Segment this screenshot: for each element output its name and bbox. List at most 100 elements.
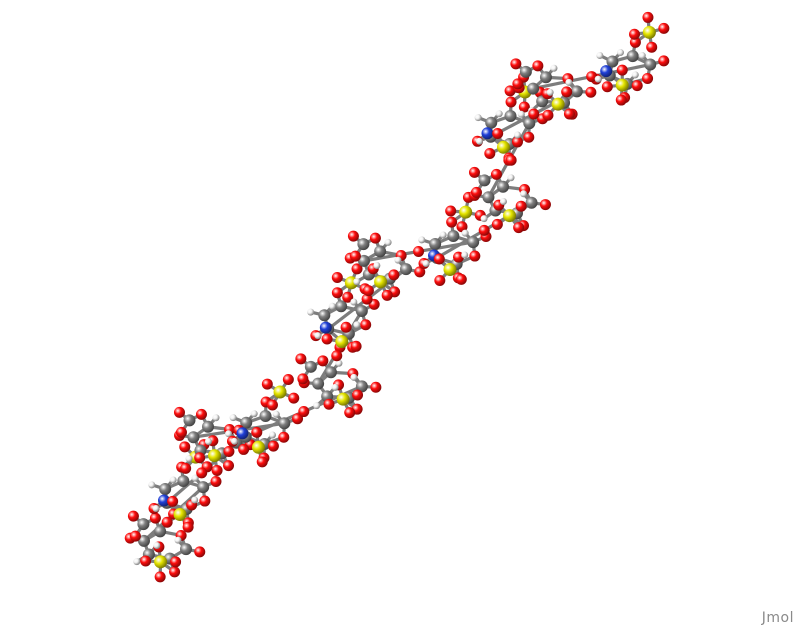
oxygen-atom [194,546,206,558]
bond [531,74,594,91]
hydrogen-atom [631,71,639,79]
oxygen-atom [490,168,502,180]
oxygen-atom [211,464,223,476]
hydrogen-atom [204,437,212,445]
hydrogen-atom [517,110,525,118]
carbon-atom [318,309,331,322]
oxygen-atom [350,340,362,352]
carbon-atom [525,196,538,209]
oxygen-atom [344,407,356,419]
oxygen-atom [127,510,139,522]
oxygen-atom [413,245,425,257]
oxygen-atom [491,218,503,230]
carbon-atom [355,380,368,393]
oxygen-atom [370,381,382,393]
oxygen-atom [199,495,211,507]
bond [326,297,369,331]
hydrogen-atom [225,430,233,438]
oxygen-atom [194,452,206,464]
oxygen-atom [295,353,307,365]
sulfur-atom [642,25,656,39]
oxygen-atom [601,81,613,93]
oxygen-atom [149,512,161,524]
oxygen-atom [631,80,643,92]
hydrogen-atom [418,236,426,244]
oxygen-atom [511,136,523,148]
carbon-atom [137,518,150,531]
carbon-atom [240,416,253,429]
oxygen-atom [223,445,235,457]
hydrogen-atom [546,88,554,96]
hydrogen-atom [353,278,361,286]
bond [416,240,475,254]
carbon-atom [197,481,210,494]
nitrogen-atom [600,65,613,78]
hydrogen-atom [638,52,646,60]
oxygen-atom [223,460,235,472]
hydrogen-atom [314,332,322,340]
hydrogen-atom [133,558,141,566]
carbon-atom [357,238,370,251]
hydrogen-atom [185,455,193,463]
carbon-atom [374,245,387,258]
oxygen-atom [182,521,194,533]
hydrogen-atom [307,308,315,316]
oxygen-atom [518,101,530,113]
hydrogen-atom [331,383,339,391]
oxygen-atom [331,287,343,299]
carbon-atom [467,236,480,249]
carbon-atom [539,71,552,84]
oxygen-atom [352,389,364,401]
bond [435,228,486,260]
oxygen-atom [282,374,294,386]
oxygen-atom [585,86,597,98]
carbon-atom [335,300,348,313]
hydrogen-atom [230,437,238,445]
hydrogen-atom [520,190,528,198]
hydrogen-atom [422,259,430,267]
hydrogen-atom [250,410,258,418]
carbon-atom [357,254,370,267]
hydrogen-atom [373,262,381,270]
oxygen-atom [129,530,141,542]
oxygen-atom [140,555,152,567]
oxygen-atom [505,96,517,108]
carbon-atom [478,174,491,187]
oxygen-atom [504,85,516,97]
carbon-atom [154,525,167,538]
carbon-atom [202,420,215,433]
bonds [128,15,666,579]
oxygen-atom [492,127,504,139]
carbon-atom [482,191,495,204]
oxygen-atom [642,72,654,84]
bond [362,249,421,263]
oxygen-atom [446,216,458,228]
oxygen-atom [175,426,187,438]
hydrogen-atom [174,536,182,544]
oxygen-atom [658,22,670,34]
oxygen-atom [505,154,517,166]
oxygen-atom [528,108,540,120]
oxygen-atom [347,230,359,242]
oxygen-atom [629,36,641,48]
oxygen-atom [445,205,457,217]
oxygen-atom [484,147,496,159]
sulfur-atom [154,555,168,569]
sulfur-atom [251,440,265,454]
oxygen-atom [173,406,185,418]
hydrogen-atom [474,114,482,122]
oxygen-atom [616,64,628,76]
carbon-atom [159,482,172,495]
nitrogen-atom [158,494,171,507]
hydrogen-atom [594,75,602,83]
carbon-atom [278,417,291,430]
hydrogen-atom [335,359,343,367]
carbon-atom [570,85,583,98]
sulfur-atom [173,507,187,521]
hydrogen-atom [350,298,358,306]
sulfur-atom [496,140,510,154]
oxygen-atom [388,269,400,281]
oxygen-atom [292,413,304,425]
